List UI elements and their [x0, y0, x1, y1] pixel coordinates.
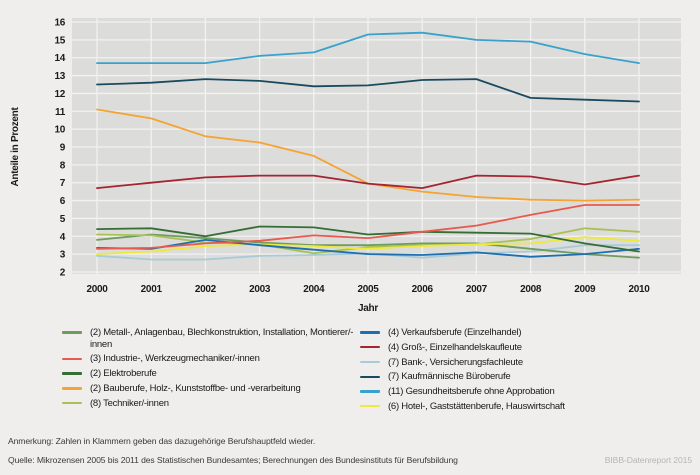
legend-label: (3) Industrie-, Werkzeugmechaniker/-inne… — [90, 353, 260, 365]
legend-label: (8) Techniker/-innen — [90, 397, 169, 409]
legend-label: (11) Gesundheitsberufe ohne Approbation — [388, 386, 555, 398]
x-tick-label: 2005 — [357, 284, 379, 295]
legend-item: (8) Techniker/-innen — [62, 398, 358, 410]
legend-label: (6) Hotel-, Gaststättenberufe, Hauswirts… — [388, 400, 565, 412]
legend-swatch — [360, 375, 380, 378]
legend: (2) Metall-, Anlagenbau, Blechkonstrukti… — [0, 327, 700, 416]
legend-swatch — [360, 360, 380, 364]
y-tick-label: 11 — [55, 107, 66, 118]
legend-item: (6) Hotel-, Gaststättenberufe, Hauswirts… — [360, 401, 690, 413]
y-tick-label: 13 — [54, 71, 65, 82]
y-tick-label: 6 — [60, 196, 66, 207]
legend-label: (7) Bank-, Versicherungsfachleute — [388, 356, 523, 368]
y-tick-label: 7 — [60, 178, 66, 189]
legend-label: (2) Metall-, Anlagenbau, Blechkonstrukti… — [90, 327, 354, 350]
series-line-metall — [96, 233, 640, 259]
y-tick-label: 16 — [54, 18, 65, 29]
series-line-industrie — [96, 204, 640, 250]
legend-swatch — [62, 387, 82, 390]
series-line-gesundheit — [96, 31, 640, 64]
series-line-elektro — [96, 225, 640, 253]
x-tick-label: 2003 — [249, 284, 271, 295]
legend-label: (2) Bauberufe, Holz-, Kunststoffbe- und … — [90, 382, 301, 394]
chart-svg: 2 3 4 5 6 7 8 9 10 11 12 13 14 15 16 2000 2001 2002 2003 20… — [10, 18, 681, 314]
legend-column-left: (2) Metall-, Anlagenbau, Blechkonstrukti… — [62, 327, 358, 416]
legend-item: (3) Industrie-, Werkzeugmechaniker/-inne… — [62, 353, 358, 365]
x-axis-label: Jahr — [358, 303, 378, 314]
y-tick-label: 8 — [60, 160, 66, 171]
legend-item: (2) Metall-, Anlagenbau, Blechkonstrukti… — [62, 327, 358, 350]
y-tick-label: 12 — [54, 89, 65, 100]
y-tick-label: 9 — [60, 143, 66, 154]
legend-item: (11) Gesundheitsberufe ohne Approbation — [360, 386, 690, 398]
y-tick-label: 5 — [60, 214, 66, 225]
legend-label: (2) Elektroberufe — [90, 368, 157, 380]
legend-column-right: (4) Verkaufsberufe (Einzelhandel) (4) Gro… — [360, 327, 690, 416]
legend-swatch — [62, 401, 82, 405]
report-credit: BIBB-Datenreport 2015 — [604, 454, 692, 465]
series-line-gross — [96, 174, 640, 190]
series-line-hotel — [96, 236, 640, 256]
legend-item: (2) Bauberufe, Holz-, Kunststoffbe- und … — [62, 383, 358, 395]
x-tick-label: 2010 — [628, 284, 650, 295]
x-tick-label: 2006 — [412, 284, 434, 295]
legend-swatch — [360, 390, 380, 393]
legend-item: (4) Groß-, Einzelhandelskaufleute — [360, 342, 690, 354]
x-tick-label: 2007 — [466, 284, 488, 295]
legend-item: (2) Elektroberufe — [62, 368, 358, 380]
x-tick-label: 2004 — [303, 284, 325, 295]
legend-swatch — [62, 372, 82, 375]
legend-label: (4) Groß-, Einzelhandelskaufleute — [388, 341, 522, 353]
legend-swatch — [62, 357, 82, 360]
footnotes: Anmerkung: Zahlen in Klammern geben das … — [8, 432, 692, 469]
series-line-kaufm — [96, 78, 640, 103]
x-tick-label: 2008 — [520, 284, 542, 295]
legend-swatch — [360, 405, 380, 408]
x-tick-label: 2001 — [141, 284, 163, 295]
y-tick-label: 14 — [54, 53, 65, 64]
legend-swatch — [62, 331, 82, 334]
series-line-verkauf — [96, 238, 640, 258]
y-tick-label: 4 — [60, 232, 66, 243]
legend-item: (7) Kaufmännische Büroberufe — [360, 371, 690, 383]
legend-label: (7) Kaufmännische Büroberufe — [388, 371, 511, 383]
series-line-techniker — [96, 227, 640, 255]
y-axis-label: Anteile in Prozent — [10, 107, 21, 187]
legend-swatch — [360, 345, 380, 349]
footnote-source: Quelle: Mikrozensen 2005 bis 2011 des St… — [8, 454, 458, 465]
x-tick-label: 2009 — [574, 284, 596, 295]
legend-item: (4) Verkaufsberufe (Einzelhandel) — [360, 327, 690, 339]
legend-item: (7) Bank-, Versicherungsfachleute — [360, 357, 690, 369]
x-tick-label: 2000 — [86, 284, 108, 295]
y-tick-label: 2 — [60, 268, 66, 279]
footnote-note: Anmerkung: Zahlen in Klammern geben das … — [8, 436, 316, 446]
x-tick-label: 2002 — [195, 284, 217, 295]
legend-label: (4) Verkaufsberufe (Einzelhandel) — [388, 327, 522, 338]
legend-swatch — [360, 331, 380, 334]
y-tick-label: 10 — [54, 125, 65, 136]
y-tick-label: 15 — [54, 35, 65, 46]
y-tick-label: 3 — [60, 250, 66, 261]
